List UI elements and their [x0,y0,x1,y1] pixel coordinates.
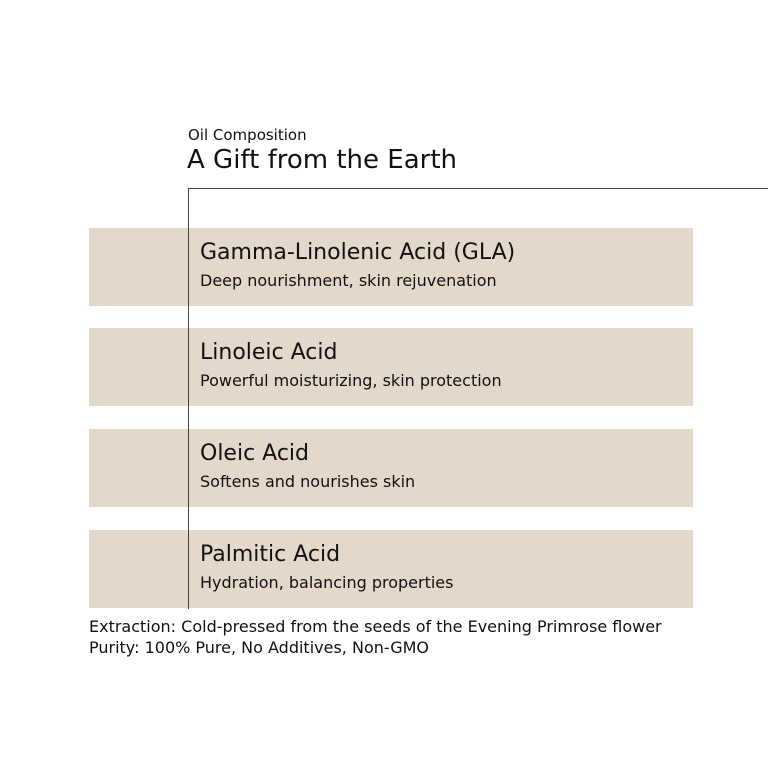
item-description: Softens and nourishes skin [200,472,416,491]
item-description: Powerful moisturizing, skin protection [200,371,502,390]
item-name: Oleic Acid [200,441,310,466]
page-title: A Gift from the Earth [187,145,458,175]
composition-item: Oleic Acid Softens and nourishes skin [89,429,693,507]
composition-item: Linoleic Acid Powerful moisturizing, ski… [89,328,693,406]
item-description: Deep nourishment, skin rejuvenation [200,271,497,290]
extraction-note: Extraction: Cold-pressed from the seeds … [89,617,662,636]
horizontal-divider [188,188,768,189]
composition-item: Palmitic Acid Hydration, balancing prope… [89,530,693,608]
item-name: Palmitic Acid [200,542,341,567]
item-description: Hydration, balancing properties [200,573,454,592]
item-name: Linoleic Acid [200,340,338,365]
composition-item: Gamma-Linolenic Acid (GLA) Deep nourishm… [89,228,693,306]
footer-notes: Extraction: Cold-pressed from the seeds … [89,616,709,658]
purity-note: Purity: 100% Pure, No Additives, Non-GMO [89,638,430,657]
section-subtitle: Oil Composition [188,126,307,144]
vertical-divider [188,188,189,609]
item-name: Gamma-Linolenic Acid (GLA) [200,240,516,265]
